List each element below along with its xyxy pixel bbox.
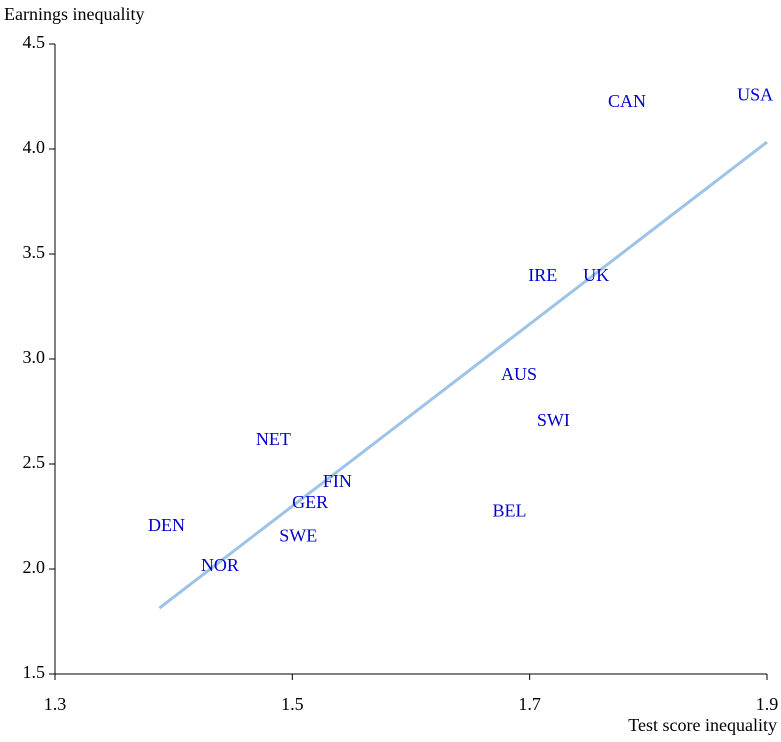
x-tick-label: 1.5 [281, 694, 304, 714]
point-label: NOR [201, 555, 239, 575]
point-label: DEN [148, 515, 185, 535]
y-tick-label: 2.0 [23, 557, 46, 577]
point-label: FIN [323, 471, 352, 491]
y-tick-label: 4.0 [23, 137, 46, 157]
point-label: AUS [501, 364, 537, 384]
point-label: BEL [492, 500, 526, 520]
y-tick-label: 4.5 [23, 32, 46, 52]
y-tick-label: 3.5 [23, 242, 46, 262]
y-axis-label: Earnings inequality [4, 4, 144, 24]
y-tick-label: 3.0 [23, 347, 46, 367]
x-tick-label: 1.7 [518, 694, 541, 714]
point-label: USA [737, 85, 773, 105]
point-label: GER [292, 492, 328, 512]
x-tick-label: 1.9 [756, 694, 779, 714]
point-label: NET [256, 429, 291, 449]
x-tick-label: 1.3 [44, 694, 67, 714]
point-label: SWE [279, 526, 317, 546]
trend-line [158, 140, 768, 610]
point-label: CAN [608, 91, 646, 111]
point-label: IRE [528, 265, 557, 285]
point-label: SWI [537, 410, 570, 430]
y-tick-label: 2.5 [23, 452, 46, 472]
y-tick-label: 1.5 [23, 662, 46, 682]
point-label: UK [583, 265, 609, 285]
x-axis-label: Test score inequality [628, 715, 777, 735]
